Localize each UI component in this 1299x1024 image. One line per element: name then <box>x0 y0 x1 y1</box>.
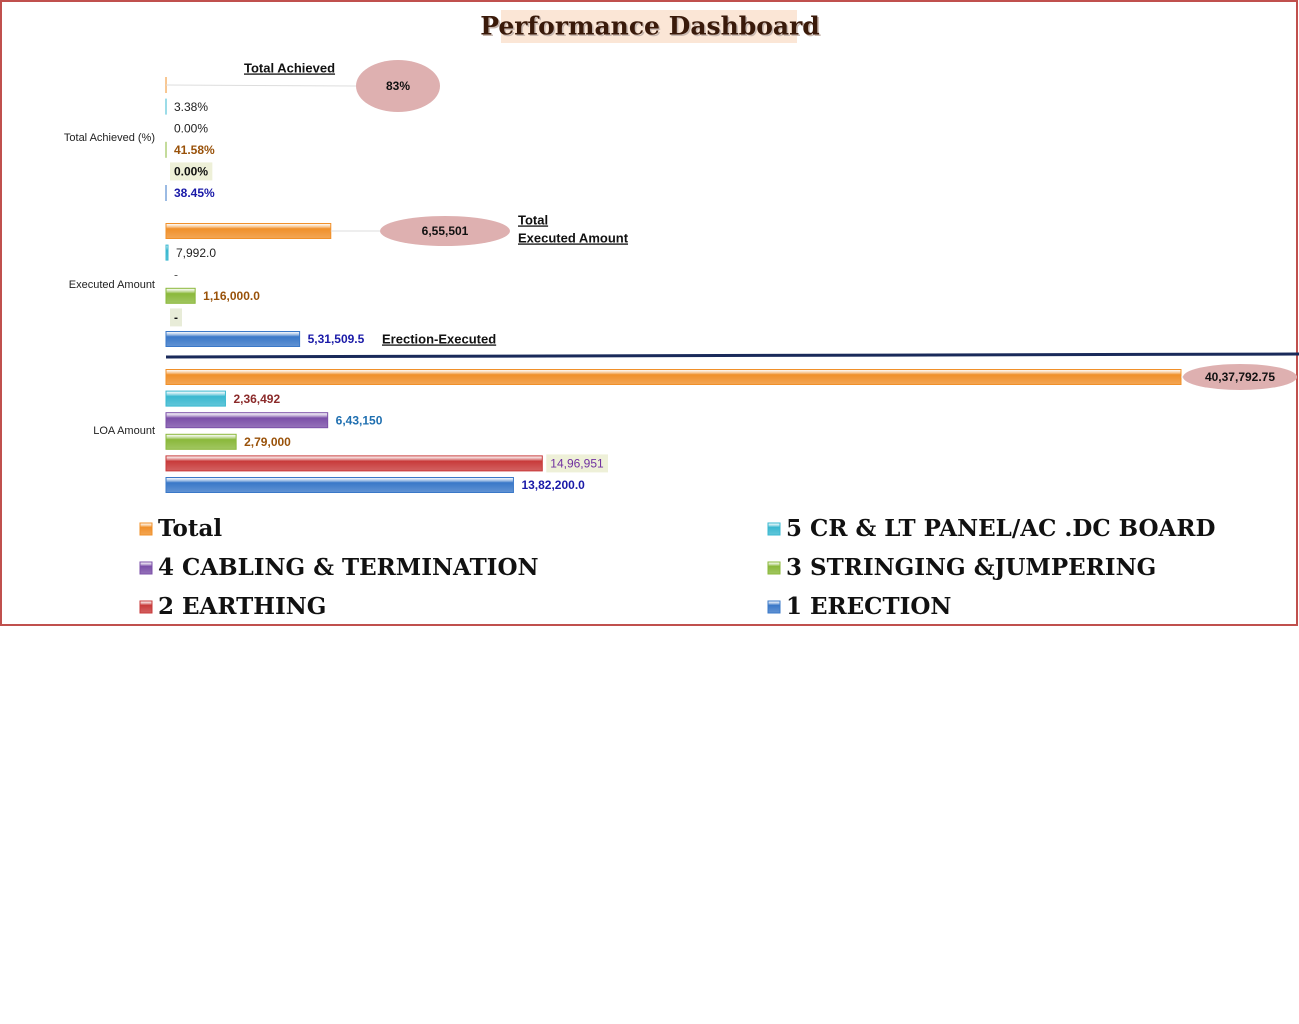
data-label: 2,79,000 <box>244 435 291 449</box>
category-label: Executed Amount <box>69 279 155 291</box>
bar <box>165 244 169 261</box>
data-label: 41.58% <box>174 143 215 157</box>
leader-line <box>166 84 357 87</box>
legend-label: 1 ERECTION <box>786 593 951 620</box>
legend-swatch <box>139 561 153 575</box>
legend-label: 5 CR & LT PANEL/AC .DC BOARD <box>786 515 1215 542</box>
legend-swatch <box>767 522 781 536</box>
annotation: Erection-Executed <box>382 331 496 346</box>
data-label: 13,82,200.0 <box>521 478 585 492</box>
annotation: Executed Amount <box>518 230 629 245</box>
data-label: 6,43,150 <box>336 413 383 427</box>
data-label: 40,37,792.75 <box>1205 370 1275 384</box>
chart-title: Performance Dashboard <box>480 12 820 41</box>
bar <box>165 331 301 347</box>
data-label: - <box>174 267 178 281</box>
bar <box>165 390 226 407</box>
frame <box>0 0 1298 626</box>
title-background <box>501 10 797 43</box>
annotation: Total Achieved <box>244 60 335 75</box>
bar <box>165 477 514 493</box>
data-label: 2,36,492 <box>233 392 280 406</box>
bar <box>165 223 332 239</box>
label-bubble <box>1183 364 1297 390</box>
bar <box>165 287 196 304</box>
legend-label: Total <box>158 515 222 542</box>
label-background <box>546 454 609 473</box>
label-bubble <box>380 216 510 246</box>
category-label: Total Achieved (%) <box>64 132 155 144</box>
data-label: - <box>174 311 178 325</box>
data-label: 0.00% <box>174 165 208 179</box>
separator <box>165 352 1299 359</box>
data-label: 1,16,000.0 <box>203 289 260 303</box>
data-label: 38.45% <box>174 186 215 200</box>
label-background <box>170 308 182 327</box>
legend-label: 4 CABLING & TERMINATION <box>158 554 539 581</box>
data-label: 5,31,509.5 <box>308 332 365 346</box>
data-label: 6,55,501 <box>422 224 469 238</box>
data-label: 14,96,951 <box>550 457 604 471</box>
bar <box>165 412 329 429</box>
legend-swatch <box>767 600 781 614</box>
category-label: LOA Amount <box>93 425 155 437</box>
legend-swatch <box>139 600 153 614</box>
bar <box>165 369 1182 385</box>
data-label: 3.38% <box>174 100 208 114</box>
annotation: Total <box>518 212 548 227</box>
label-bubble <box>356 60 440 112</box>
data-label: 7,992.0 <box>176 246 216 260</box>
legend-label: 3 STRINGING &JUMPERING <box>786 554 1156 581</box>
bar <box>165 433 237 450</box>
data-label: 0.00% <box>174 121 208 135</box>
label-background <box>170 162 213 181</box>
data-label: 83% <box>386 79 410 93</box>
legend-label: 2 EARTHING <box>158 593 326 620</box>
bar <box>165 455 543 472</box>
title-shadow: Performance Dashboard <box>482 13 822 42</box>
legend-swatch <box>767 561 781 575</box>
legend-swatch <box>139 522 153 536</box>
